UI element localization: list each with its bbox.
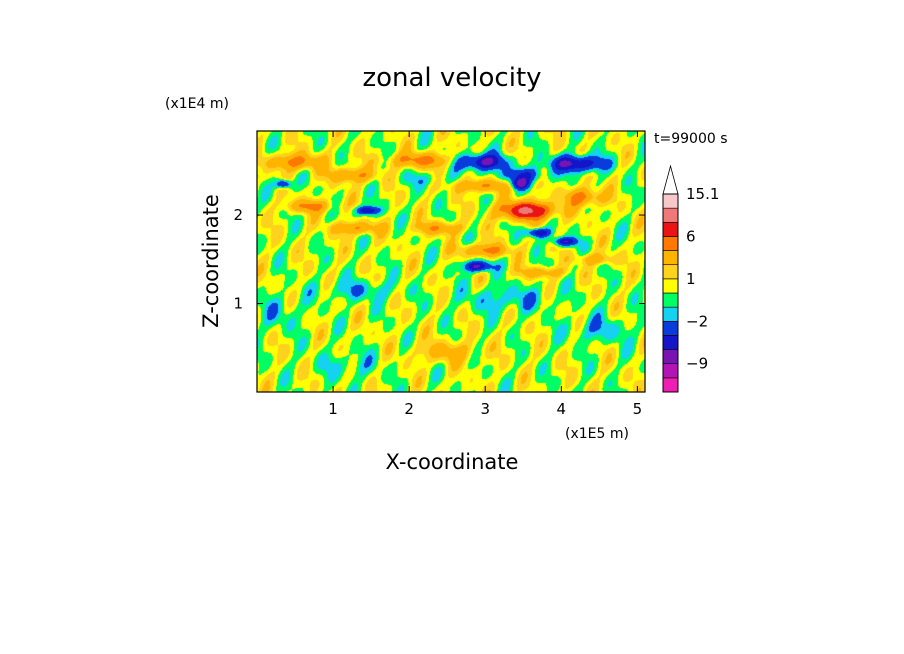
y-tick-label: 1 (233, 295, 243, 313)
x-tick-label: 3 (480, 400, 490, 418)
heatmap-field (257, 131, 645, 392)
x-axis-ticks: 1 2 3 4 5 (328, 131, 642, 418)
colorbar: 15.1 6 1 −2 −9 (662, 164, 719, 393)
colorbar-swatch (662, 320, 679, 336)
colorbar-label: 15.1 (686, 185, 719, 203)
colorbar-swatch (662, 221, 679, 237)
y-unit-label: (x1E4 m) (165, 96, 229, 112)
x-tick-label: 1 (328, 400, 338, 418)
colorbar-swatch (662, 278, 679, 294)
colorbar-swatch (662, 363, 679, 379)
colorbar-frame (662, 193, 679, 393)
x-tick-label: 4 (557, 400, 567, 418)
colorbar-label: 1 (686, 270, 696, 288)
colorbar-swatch (662, 335, 679, 350)
chart-title: zonal velocity (362, 63, 541, 93)
x-tick-label: 2 (404, 400, 414, 418)
colorbar-swatch (662, 207, 679, 223)
y-tick-label: 2 (233, 206, 243, 224)
colorbar-swatch (662, 349, 679, 365)
colorbar-swatch (662, 193, 679, 209)
colorbar-swatch (662, 306, 679, 322)
time-label: t=99000 s (654, 131, 728, 147)
x-axis-label: X-coordinate (386, 450, 519, 474)
y-axis-label: Z-coordinate (199, 194, 223, 328)
x-unit-label: (x1E5 m) (565, 426, 629, 442)
colorbar-swatch (662, 264, 679, 280)
colorbar-swatch (662, 292, 679, 308)
x-tick-label: 5 (633, 400, 643, 418)
colorbar-label: −2 (686, 312, 708, 330)
colorbar-swatch (662, 250, 679, 266)
y-axis-ticks: 12 (233, 206, 645, 313)
colorbar-label: 6 (686, 227, 696, 245)
colorbar-swatch (662, 236, 679, 251)
colorbar-swatch (662, 377, 679, 393)
colorbar-extend-arrow (662, 164, 679, 195)
plot-frame (256, 130, 646, 393)
colorbar-label: −9 (686, 355, 708, 373)
